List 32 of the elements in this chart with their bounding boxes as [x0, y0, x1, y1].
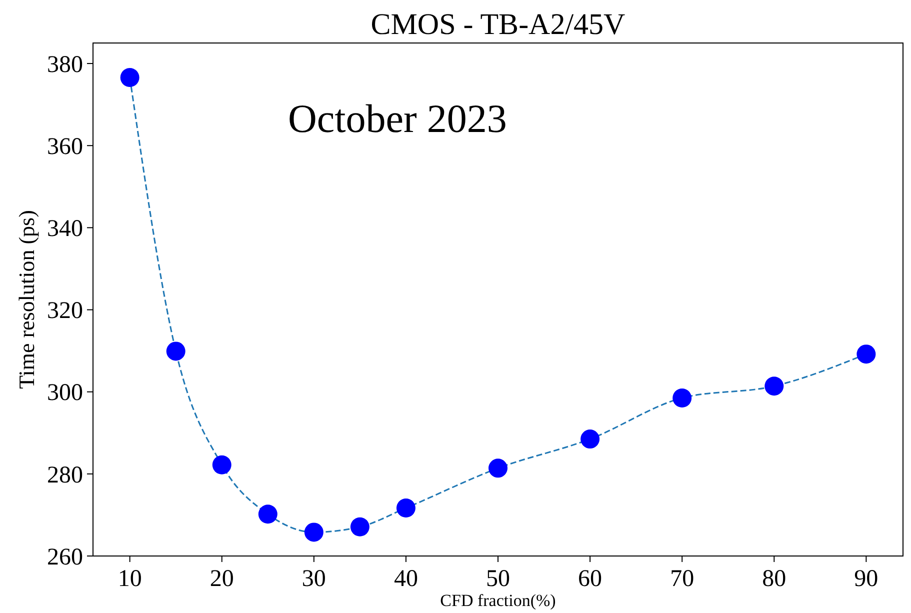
point — [672, 388, 692, 408]
x-tick-label: 80 — [762, 566, 786, 592]
point — [396, 498, 416, 518]
x-tick-label: 10 — [118, 566, 142, 592]
point — [212, 455, 232, 474]
x-tick-label: 50 — [486, 566, 510, 592]
point — [580, 430, 600, 449]
point — [488, 458, 508, 478]
y-tick-label: 360 — [47, 134, 83, 160]
point — [304, 522, 324, 542]
point — [120, 68, 140, 87]
x-tick-label: 40 — [394, 566, 418, 592]
y-tick-label: 380 — [47, 52, 83, 78]
y-tick-label: 300 — [47, 380, 83, 406]
point — [350, 517, 370, 536]
point — [166, 342, 186, 361]
point — [258, 504, 278, 524]
x-tick-label: 90 — [854, 566, 878, 592]
annotation: October 2023 — [288, 96, 507, 141]
y-tick-label: 340 — [47, 216, 83, 242]
x-tick-label: 20 — [210, 566, 234, 592]
x-axis-title: CFD fraction(%) — [440, 591, 556, 610]
chart-title: CMOS - TB-A2/45V — [370, 8, 626, 41]
x-tick-label: 30 — [302, 566, 326, 592]
y-tick-label: 320 — [47, 298, 83, 324]
y-tick-label: 280 — [47, 462, 83, 488]
point — [856, 344, 876, 364]
y-axis-title: Time resolution (ps) — [14, 210, 39, 389]
x-tick-label: 60 — [578, 566, 602, 592]
x-tick-label: 70 — [670, 566, 694, 592]
y-tick-label: 260 — [47, 544, 83, 570]
point — [764, 376, 784, 396]
